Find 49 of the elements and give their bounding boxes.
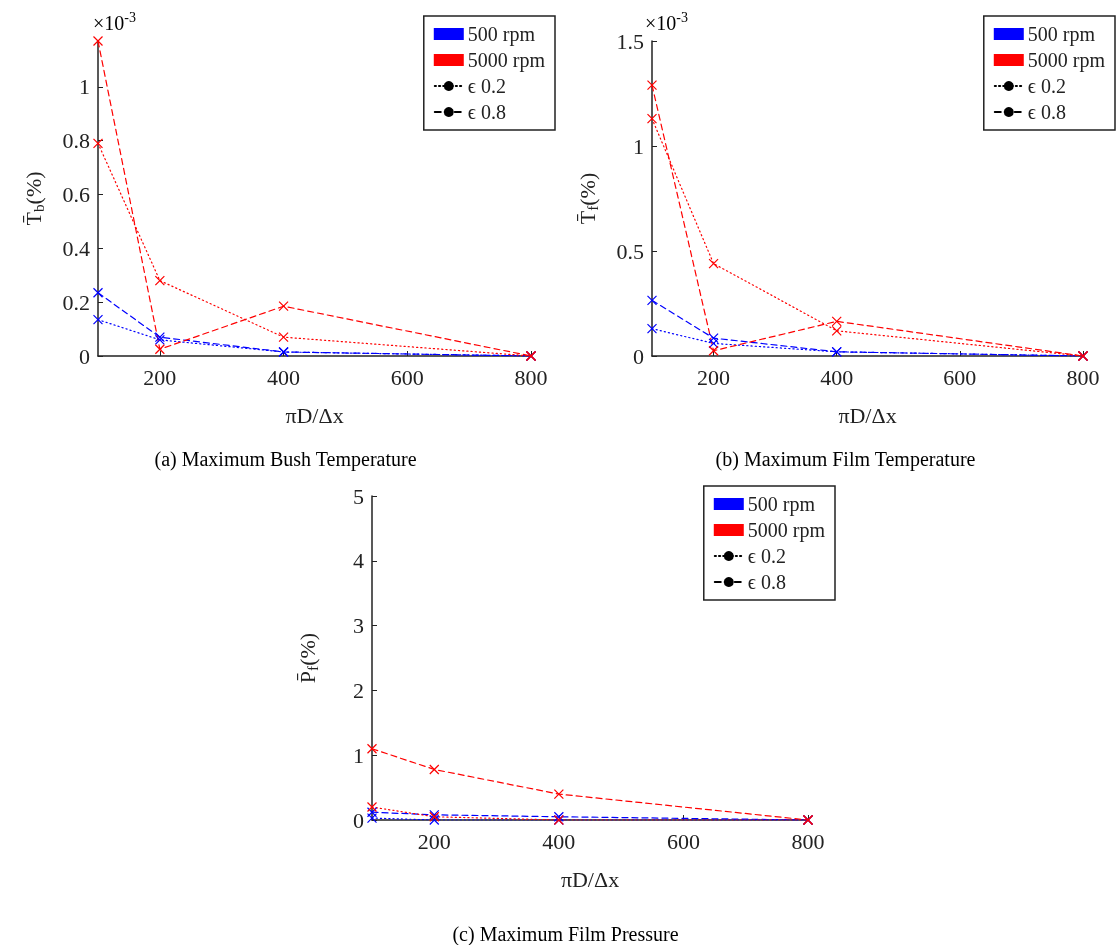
- x-tick-label: 200: [417, 828, 451, 854]
- legend-label: ϵ 0.2: [747, 545, 786, 567]
- y-tick-label: 0.8: [62, 128, 90, 154]
- y-tick-label: 2: [353, 677, 364, 703]
- legend-label: 5000 rpm: [747, 519, 826, 542]
- y-tick-label: 3: [353, 613, 364, 639]
- legend-label: 500 rpm: [1027, 23, 1096, 46]
- legend-label: ϵ 0.2: [467, 75, 506, 97]
- y-tick-label: 0.2: [62, 289, 90, 315]
- y-tick-label: 1.5: [616, 28, 644, 54]
- y-tick-label: 0.4: [62, 235, 90, 261]
- y-tick-label: 0.6: [62, 181, 90, 207]
- x-tick-label: 200: [697, 364, 731, 390]
- y-tick-label: 5: [353, 483, 364, 509]
- y-axis-title: P̄f(%): [294, 632, 321, 684]
- x-tick-label: 400: [267, 364, 301, 390]
- y-tick-label: 0: [79, 343, 90, 369]
- x-tick-label: 800: [791, 828, 825, 854]
- y-tick-label: 0: [633, 343, 644, 369]
- legend-label: 5000 rpm: [467, 49, 546, 72]
- x-tick-label: 800: [1066, 364, 1100, 390]
- legend-label: 5000 rpm: [1027, 49, 1106, 72]
- legend-label: ϵ 0.8: [1027, 101, 1066, 123]
- legend-label: ϵ 0.8: [747, 571, 786, 593]
- text: (b) Maximum Film Temperature: [715, 448, 976, 471]
- x-tick-label: 400: [820, 364, 854, 390]
- x-tick-label: 600: [943, 364, 977, 390]
- x-axis-title: πD/Δx: [838, 402, 897, 428]
- y-tick-label: 0.5: [616, 238, 644, 264]
- y-axis-title: T̄b(%): [20, 171, 47, 226]
- y-tick-label: 1: [633, 133, 644, 159]
- y-tick-label: 4: [353, 548, 364, 574]
- legend-label: 500 rpm: [467, 23, 536, 46]
- y-tick-label: 1: [353, 742, 364, 768]
- x-tick-label: 400: [542, 828, 576, 854]
- x-tick-label: 600: [666, 828, 700, 854]
- legend-label: ϵ 0.2: [1027, 75, 1066, 97]
- legend-label: ϵ 0.8: [467, 101, 506, 123]
- x-tick-label: 200: [143, 364, 177, 390]
- y-tick-label: 0: [353, 807, 364, 833]
- y-axis-title: T̄f(%): [574, 172, 601, 225]
- legend-label: 500 rpm: [747, 493, 816, 516]
- x-axis-title: πD/Δx: [560, 866, 620, 892]
- text: (c) Maximum Film Pressure: [452, 923, 679, 945]
- y-tick-label: 1: [79, 74, 90, 100]
- x-tick-label: 800: [514, 364, 548, 390]
- x-tick-label: 600: [390, 364, 424, 390]
- x-axis-title: πD/Δx: [285, 402, 344, 428]
- text: (a) Maximum Bush Temperature: [154, 448, 417, 471]
